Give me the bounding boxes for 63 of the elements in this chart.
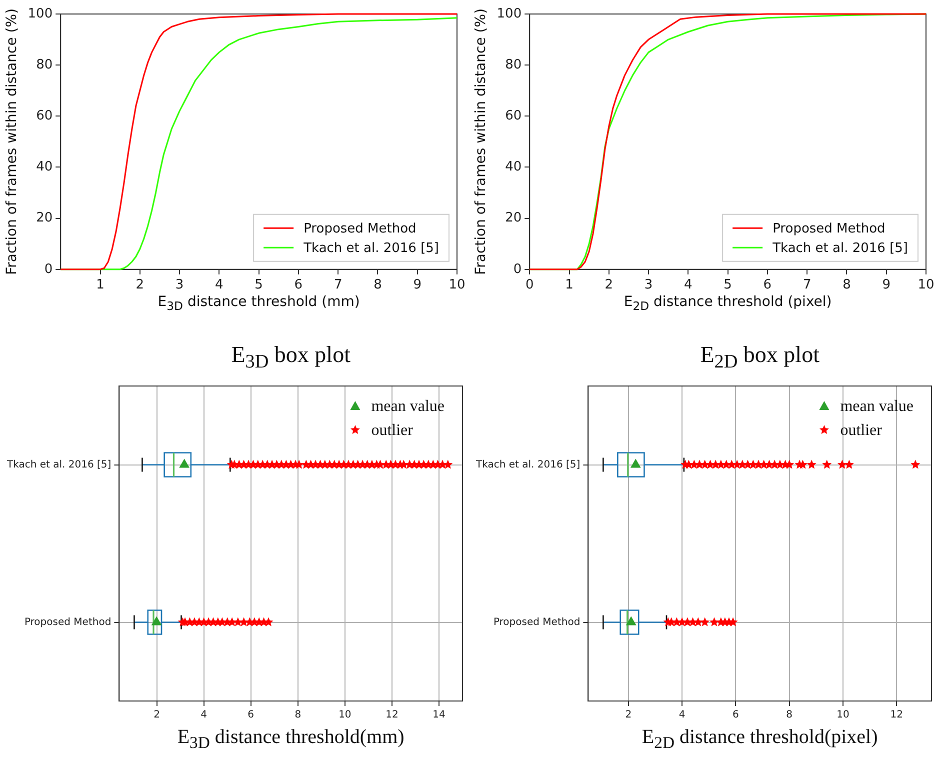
x-tick-label: 3 bbox=[175, 278, 184, 293]
y-tick-label: 100 bbox=[496, 6, 522, 22]
x-axis-title: E$_{2D}$ distance threshold(pixel) bbox=[642, 726, 878, 753]
x-tick-label: 8 bbox=[374, 278, 382, 293]
y-tick-label: 0 bbox=[44, 262, 53, 277]
x-axis-title: E$_{3D}$ distance threshold (mm) bbox=[158, 294, 360, 313]
x-tick-label: 10 bbox=[918, 278, 934, 293]
legend-label: mean value bbox=[840, 398, 914, 416]
x-tick-label: 6 bbox=[248, 710, 254, 721]
x-tick-label: 12 bbox=[890, 710, 903, 721]
x-tick-label: 5 bbox=[724, 278, 732, 293]
y-tick-label: 20 bbox=[36, 210, 53, 226]
legend-label: Tkach et al. 2016 [5] bbox=[302, 241, 440, 256]
x-tick-label: 1 bbox=[96, 278, 104, 293]
x-tick-label: 6 bbox=[294, 278, 303, 293]
chart-title: E$_{2D}$ box plot bbox=[700, 342, 820, 374]
legend-label: outlier bbox=[840, 422, 883, 440]
x-tick-label: 5 bbox=[254, 278, 263, 293]
x-tick-label: 4 bbox=[200, 710, 208, 721]
x-tick-label: 2 bbox=[154, 710, 160, 721]
x-tick-label: 4 bbox=[684, 278, 692, 293]
x-tick-label: 9 bbox=[413, 278, 422, 293]
y-tick-label: 100 bbox=[28, 6, 53, 22]
x-tick-label: 9 bbox=[882, 278, 890, 293]
legend-label: mean value bbox=[371, 398, 444, 416]
y-tick-label: 20 bbox=[505, 210, 522, 226]
x-tick-label: 10 bbox=[338, 710, 352, 721]
y-tick-label: 80 bbox=[36, 57, 53, 72]
y-tick-label: Proposed Method bbox=[24, 616, 112, 628]
x-tick-label: 2 bbox=[625, 710, 632, 721]
x-tick-label: 8 bbox=[786, 710, 793, 721]
x-axis-title: E$_{2D}$ distance threshold (pixel) bbox=[624, 294, 832, 313]
x-tick-label: 2 bbox=[604, 278, 614, 293]
x-tick-label: 12 bbox=[386, 710, 398, 721]
y-axis-title: Fraction of frames within distance (%) bbox=[4, 8, 20, 275]
x-tick-label: 7 bbox=[334, 278, 342, 293]
y-tick-label: Proposed Method bbox=[493, 616, 580, 628]
y-tick-label: 40 bbox=[505, 160, 522, 175]
x-axis-title: E$_{3D}$ distance threshold(mm) bbox=[177, 726, 404, 753]
x-tick-label: 8 bbox=[294, 710, 302, 721]
legend-label: Proposed Method bbox=[772, 222, 886, 237]
x-tick-label: 6 bbox=[763, 278, 772, 293]
legend-label: Tkach et al. 2016 [5] bbox=[772, 241, 908, 256]
y-axis-title: Fraction of frames within distance (%) bbox=[473, 8, 490, 275]
legend-label: Proposed Method bbox=[304, 222, 416, 237]
x-tick-label: 6 bbox=[732, 710, 739, 721]
x-tick-label: 4 bbox=[678, 710, 686, 721]
y-tick-label: 60 bbox=[505, 108, 522, 124]
x-tick-label: 3 bbox=[644, 278, 653, 293]
x-tick-label: 7 bbox=[802, 278, 812, 293]
y-tick-label: 80 bbox=[505, 57, 522, 72]
x-tick-label: 14 bbox=[432, 710, 446, 721]
x-tick-label: 10 bbox=[836, 710, 850, 721]
x-tick-label: 4 bbox=[215, 278, 224, 293]
y-tick-label: 40 bbox=[36, 160, 53, 175]
x-tick-label: 8 bbox=[842, 278, 851, 293]
legend-label: outlier bbox=[371, 422, 414, 440]
y-tick-label: 60 bbox=[36, 108, 53, 124]
x-tick-label: 2 bbox=[136, 278, 144, 293]
x-tick-label: 10 bbox=[448, 278, 466, 293]
y-tick-label: 0 bbox=[513, 262, 522, 277]
x-tick-label: 1 bbox=[565, 278, 574, 293]
chart-title: E$_{3D}$ box plot bbox=[231, 342, 350, 374]
